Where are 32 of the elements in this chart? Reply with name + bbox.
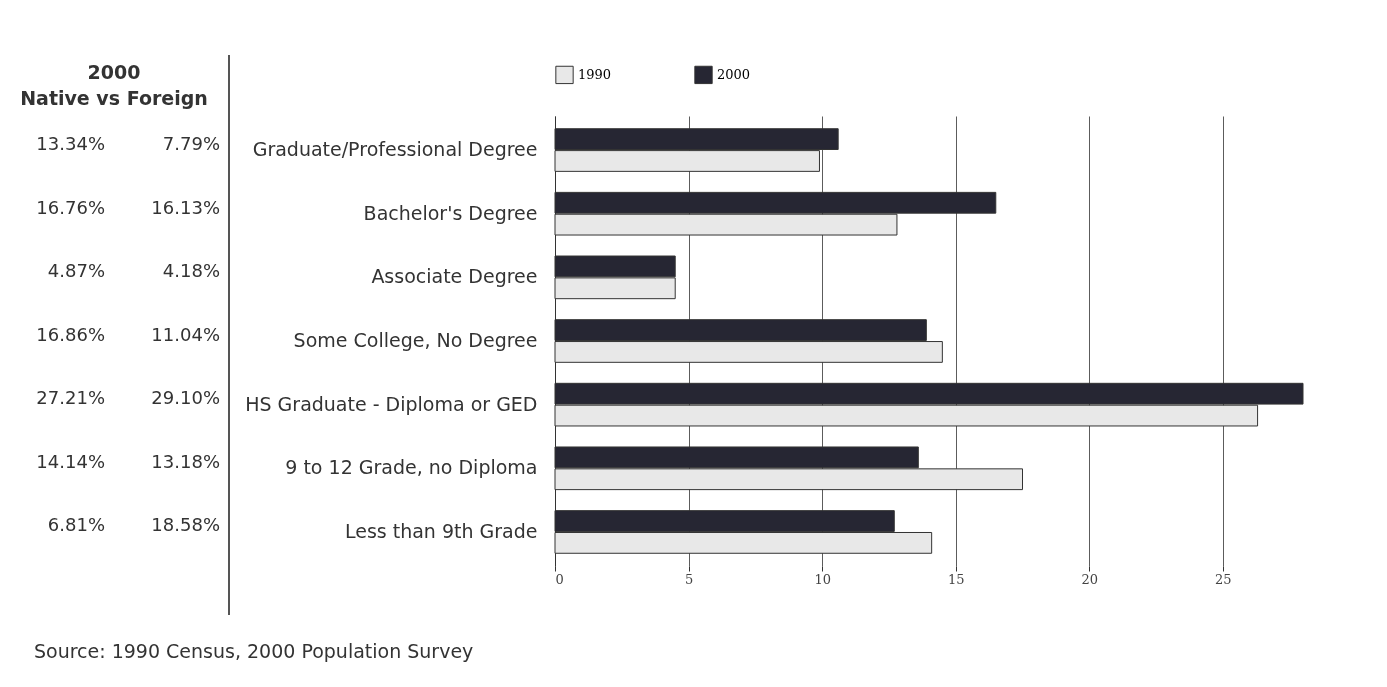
text: Native vs Foreign <box>19 87 209 109</box>
text: 7.79% <box>161 132 220 156</box>
text: 13.18% <box>150 449 220 474</box>
text: 11.04% <box>150 322 220 347</box>
y-tick-label: Less than 9th Grade <box>344 519 538 542</box>
source-note: Source: 1990 Census, 2000 Population Survey <box>34 640 474 662</box>
y-tick-label: HS Graduate - Diploma or GED <box>245 392 538 415</box>
text: 13.34% <box>35 132 105 156</box>
text: 4.87% <box>46 259 105 283</box>
x-tick-label: 15 <box>947 571 965 587</box>
text: 14.14% <box>35 449 105 474</box>
y-tick-label: Graduate/Professional Degree <box>252 138 538 161</box>
text: 16.13% <box>150 195 220 220</box>
text: 4.18% <box>161 259 220 283</box>
legend-label: 2000 <box>717 66 751 82</box>
y-tick-label: Associate Degree <box>371 265 538 288</box>
y-tick-label: 9 to 12 Grade, no Diploma <box>285 456 538 479</box>
text: 18.58% <box>150 513 220 537</box>
x-tick-label: 5 <box>684 571 694 587</box>
text: 29.10% <box>150 386 220 410</box>
x-tick-label: 0 <box>555 571 564 587</box>
text: 16.86% <box>35 322 105 347</box>
text: 2000 <box>86 61 142 83</box>
x-tick-label: 25 <box>1215 571 1232 587</box>
y-tick-label: Some College, No Degree <box>293 329 538 351</box>
y-tick-label: Bachelor's Degree <box>363 201 538 224</box>
x-tick-label: 10 <box>814 571 831 587</box>
text: 6.81% <box>46 513 105 537</box>
legend-label: 1990 <box>578 66 612 82</box>
text: 16.76% <box>35 195 105 220</box>
x-tick-label: 20 <box>1081 571 1099 587</box>
text: 27.21% <box>35 386 105 410</box>
